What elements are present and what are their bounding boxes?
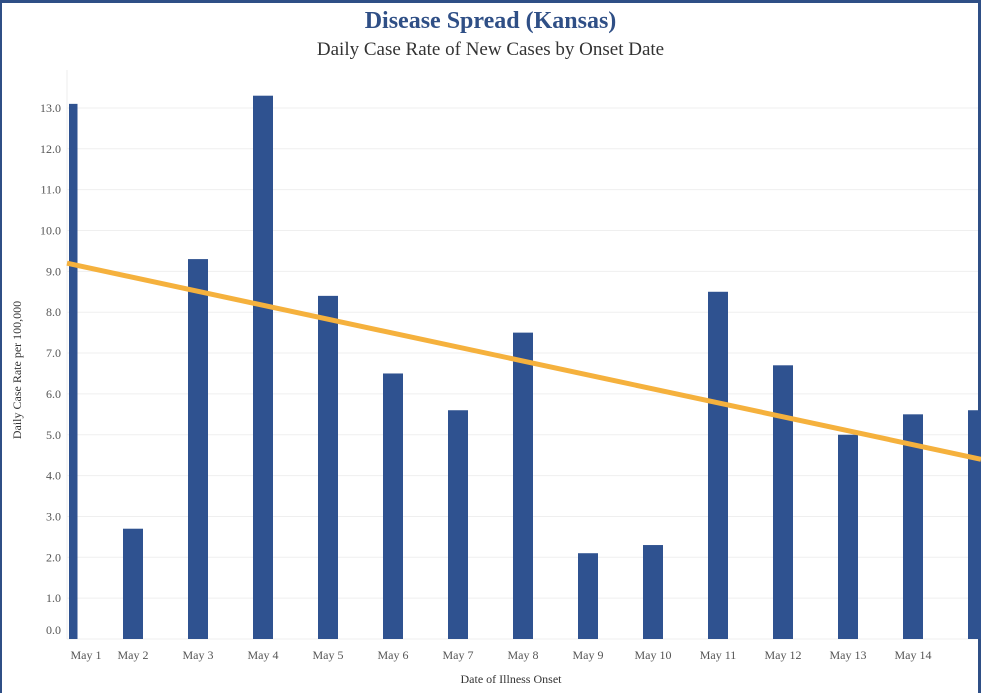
x-axis-ticks: May 1 May 2 May 3 May 4 May 5 May 6 May 7 May 8… [71, 648, 932, 662]
bar [318, 295, 338, 639]
y-tick-label: 3.0 [46, 509, 61, 523]
bar [448, 410, 468, 639]
x-tick-label: May 8 [508, 648, 539, 662]
x-tick-label: May 10 [635, 648, 672, 662]
bar [513, 332, 533, 639]
x-tick-label: May 9 [573, 648, 604, 662]
x-tick-label: May 5 [313, 648, 344, 662]
y-tick-label: 13.0 [40, 101, 61, 115]
x-tick-label: May 3 [183, 648, 214, 662]
bar [383, 373, 403, 639]
x-tick-label: May 1 [71, 648, 102, 662]
x-tick-label: May 12 [765, 648, 802, 662]
bar [773, 365, 793, 639]
x-tick-label: May 2 [118, 648, 149, 662]
bars [69, 95, 981, 640]
y-tick-label: 0.0 [46, 623, 61, 637]
bar [643, 545, 663, 639]
x-tick-label: May 13 [830, 648, 867, 662]
x-tick-label: May 14 [895, 648, 932, 662]
x-tick-label: May 11 [700, 648, 737, 662]
bar [968, 410, 981, 639]
y-tick-label: 9.0 [46, 264, 61, 278]
trend-line-group [66, 260, 981, 462]
bar [708, 291, 728, 639]
y-tick-label: 11.0 [40, 183, 61, 197]
y-tick-label: 6.0 [46, 387, 61, 401]
chart-title: Disease Spread (Kansas) [364, 8, 617, 34]
x-tick-label: May 7 [443, 648, 474, 662]
bar [903, 414, 923, 639]
bar [188, 259, 208, 639]
y-tick-label: 10.0 [40, 224, 61, 238]
y-tick-label: 12.0 [40, 142, 61, 156]
y-tick-label: 8.0 [46, 305, 61, 319]
x-tick-label: May 4 [248, 648, 279, 662]
y-axis-ticks: 0.0 1.0 2.0 3.0 4.0 5.0 6.0 7.0 8.0 9.0 10.0 11.0 12… [40, 101, 61, 637]
y-tick-label: 1.0 [46, 591, 61, 605]
y-axis-title: Daily Case Rate per 100,000 [10, 301, 24, 439]
bar [69, 103, 78, 640]
x-axis-title: Date of Illness Onset [461, 672, 563, 686]
x-tick-label: May 6 [378, 648, 409, 662]
bar [578, 553, 598, 639]
y-tick-label: 4.0 [46, 469, 61, 483]
y-tick-label: 5.0 [46, 428, 61, 442]
bar [253, 95, 273, 639]
y-tick-label: 7.0 [46, 346, 61, 360]
y-tick-label: 2.0 [46, 550, 61, 564]
trend-line [66, 260, 981, 462]
bar [123, 528, 143, 639]
bar [838, 434, 858, 639]
chart-subtitle: Daily Case Rate of New Cases by Onset Da… [316, 39, 665, 60]
